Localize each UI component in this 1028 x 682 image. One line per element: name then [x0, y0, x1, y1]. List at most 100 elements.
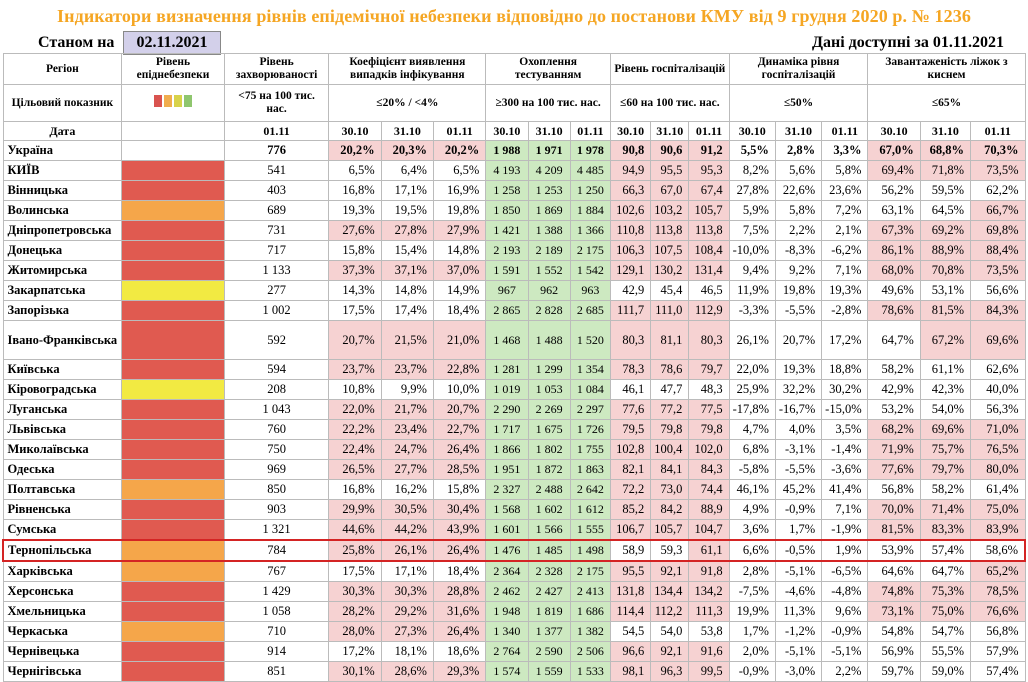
hosp-value: 54,5 [609, 621, 652, 642]
hosp-dyn-value: -7,5% [728, 581, 776, 602]
detection-value: 15,4% [380, 240, 434, 261]
oxygen-value: 74,8% [867, 581, 921, 602]
oxygen-value: 88,9% [919, 240, 972, 261]
hosp-value: 129,1 [609, 260, 652, 281]
table-row: Полтавська 850 16,8% 16,2% 15,8% 2 327 2 488 2 … [2, 479, 1026, 500]
detection-value: 44,6% [328, 519, 382, 541]
hosp-value: 79,7 [688, 359, 730, 380]
date-cell: 31.10 [380, 121, 434, 141]
oxygen-value: 70,8% [919, 260, 972, 281]
testing-value: 2 488 [527, 479, 571, 500]
hosp-value: 88,9 [688, 499, 730, 520]
detection-value: 9,9% [380, 379, 434, 400]
region-name: Чернівецька [2, 641, 123, 662]
hosp-dyn-value: 1,9% [821, 539, 869, 562]
hosp-value: 114,4 [609, 601, 652, 622]
hosp-dyn-value: -5,1% [774, 641, 823, 662]
hosp-dyn-value: 30,2% [821, 379, 869, 400]
oxygen-value: 56,9% [867, 641, 921, 662]
detection-value: 17,1% [380, 560, 434, 582]
testing-value: 2 327 [485, 479, 529, 500]
testing-value: 2 462 [485, 581, 529, 602]
region-name: Львівська [2, 419, 123, 440]
hosp-value: 84,1 [650, 459, 690, 480]
hosp-value: 47,7 [650, 379, 690, 400]
detection-value: 27,9% [432, 220, 487, 241]
hosp-dyn-value: 2,2% [821, 661, 869, 682]
region-name: Черкаська [2, 621, 123, 642]
hosp-value: 104,7 [688, 519, 730, 541]
hosp-value: 99,5 [688, 661, 730, 682]
region-name: Полтавська [2, 479, 123, 500]
hosp-dyn-value: 19,3% [774, 359, 823, 380]
header-detection: Коефіцієнт виявлення випадків інфікуванн… [328, 53, 487, 85]
hosp-value: 53,8 [688, 621, 730, 642]
morbidity-value: 969 [223, 459, 330, 480]
oxygen-value: 58,2% [867, 359, 921, 380]
testing-value: 2 189 [527, 240, 571, 261]
detection-value: 17,4% [380, 300, 434, 321]
oxygen-value: 64,5% [919, 200, 972, 221]
oxygen-value: 75,0% [970, 499, 1026, 520]
testing-value: 1 675 [527, 419, 571, 440]
testing-value: 1 559 [527, 661, 571, 682]
hosp-dyn-value: 41,4% [821, 479, 869, 500]
testing-value: 2 290 [485, 399, 529, 420]
region-name: КИЇВ [2, 160, 123, 181]
detection-value: 26,4% [432, 539, 487, 562]
hosp-dyn-value: 1,7% [728, 621, 776, 642]
date-cell: 31.10 [774, 121, 823, 141]
hosp-value: 111,0 [650, 300, 690, 321]
hosp-value: 80,3 [688, 320, 730, 360]
detection-value: 28,2% [328, 601, 382, 622]
oxygen-value: 62,2% [970, 180, 1026, 201]
level-indicator [121, 419, 225, 440]
hosp-value: 72,2 [609, 479, 652, 500]
hosp-dyn-value: -5,1% [821, 641, 869, 662]
hosp-value: 54,0 [650, 621, 690, 642]
detection-value: 17,2% [328, 641, 382, 662]
hosp-value: 111,7 [609, 300, 652, 321]
detection-value: 20,2% [432, 140, 487, 161]
level-indicator [121, 601, 225, 622]
oxygen-value: 56,8% [970, 621, 1026, 642]
detection-value: 29,9% [328, 499, 382, 520]
hosp-value: 103,2 [650, 200, 690, 221]
testing-value: 2 269 [527, 399, 571, 420]
oxygen-value: 71,9% [867, 439, 921, 460]
testing-value: 1 612 [569, 499, 611, 520]
hosp-dyn-value: 27,8% [728, 180, 776, 201]
oxygen-value: 86,1% [867, 240, 921, 261]
hosp-dyn-value: -4,6% [774, 581, 823, 602]
oxygen-value: 55,5% [919, 641, 972, 662]
morbidity-value: 784 [223, 539, 330, 562]
testing-value: 963 [569, 280, 611, 301]
morbidity-value: 760 [223, 419, 330, 440]
oxygen-value: 76,6% [970, 601, 1026, 622]
testing-value: 1 601 [485, 519, 529, 541]
detection-value: 16,2% [380, 479, 434, 500]
hosp-dyn-value: 1,7% [774, 519, 823, 541]
detection-value: 6,5% [328, 160, 382, 181]
hosp-dyn-value: 5,8% [774, 200, 823, 221]
region-name: Волинська [2, 200, 123, 221]
detection-value: 27,6% [328, 220, 382, 241]
hosp-dyn-value: 32,2% [774, 379, 823, 400]
testing-value: 2 427 [527, 581, 571, 602]
hosp-value: 85,2 [609, 499, 652, 520]
oxygen-value: 73,5% [970, 260, 1026, 281]
hosp-dyn-value: 22,0% [728, 359, 776, 380]
table-row: КИЇВ 541 6,5% 6,4% 6,5% 4 193 4 209 4 485 94,9 95… [2, 160, 1026, 181]
testing-value: 2 364 [485, 560, 529, 582]
hosp-value: 45,4 [650, 280, 690, 301]
testing-value: 1 253 [527, 180, 571, 201]
region-name: Харківська [2, 560, 123, 582]
morbidity-value: 731 [223, 220, 330, 241]
oxygen-value: 79,7% [919, 459, 972, 480]
region-name: Миколаївська [2, 439, 123, 460]
oxygen-value: 80,0% [970, 459, 1026, 480]
hosp-dyn-value: -6,5% [821, 560, 869, 582]
morbidity-value: 850 [223, 479, 330, 500]
oxygen-value: 42,3% [919, 379, 972, 400]
detection-value: 10,8% [328, 379, 382, 400]
